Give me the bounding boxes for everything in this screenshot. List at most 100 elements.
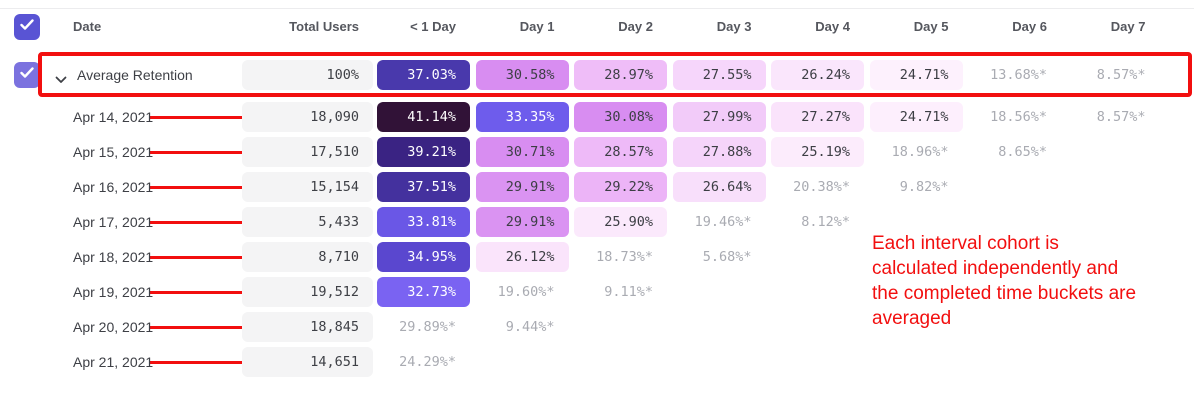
total-users-cell: 100% <box>242 60 373 90</box>
retention-cell: 19.60%* <box>497 284 555 300</box>
cohort-date: Apr 21, 2021 <box>73 354 154 370</box>
column-header-1-day: < 1 Day <box>410 19 456 34</box>
annotation-line: the completed time buckets are <box>872 283 1137 304</box>
table-header-row: Date Total Users < 1 Day Day 1 Day 2 Day 3 Day… <box>0 8 1194 46</box>
retention-cell: 19.46%* <box>694 214 752 230</box>
retention-cell: 5.68%* <box>702 249 752 265</box>
column-header-day-5: Day 5 <box>913 19 949 34</box>
annotation-line: averaged <box>872 308 952 329</box>
select-all-checkbox[interactable] <box>14 14 40 40</box>
retention-cell: 8.57%* <box>1096 67 1146 83</box>
retention-cell: 27.27% <box>771 102 864 132</box>
chevron-down-icon[interactable] <box>55 71 67 83</box>
retention-cell: 37.03% <box>377 60 470 90</box>
retention-cell: 41.14% <box>377 102 470 132</box>
annotation-arrow <box>150 357 258 366</box>
retention-cell: 27.99% <box>672 102 766 132</box>
average-retention-row: Average Retention 100% 37.03% 30.58% 28.97% 2… <box>0 60 1194 90</box>
retention-cell: 13.68%* <box>990 67 1047 83</box>
annotation-text: Each interval cohort is calculated indep… <box>872 231 1136 331</box>
retention-cell: 18.56%* <box>990 109 1047 125</box>
total-users-cell: 14,651 <box>242 347 373 377</box>
retention-cell: 37.51% <box>377 172 470 202</box>
cohort-row: Apr 17, 2021 5,433 33.81% 29.91% 25.90% 19.46… <box>0 207 1194 237</box>
column-header-day-7: Day 7 <box>1110 19 1146 34</box>
annotation-arrow <box>150 147 258 156</box>
retention-cell: 27.55% <box>672 60 766 90</box>
retention-cell: 30.58% <box>475 60 569 90</box>
cohort-date: Apr 17, 2021 <box>73 214 154 230</box>
top-divider <box>0 8 1194 9</box>
retention-cell: 26.64% <box>672 172 766 202</box>
total-users-cell: 8,710 <box>242 242 373 272</box>
annotation-arrow <box>150 322 258 331</box>
cohort-row: Apr 15, 2021 17,510 39.21% 30.71% 28.57% 27.8… <box>0 137 1194 167</box>
row-checkbox[interactable] <box>14 62 40 88</box>
retention-cell: 8.12%* <box>801 214 850 230</box>
retention-cell: 8.57%* <box>1096 109 1146 125</box>
column-header-day-3: Day 3 <box>716 19 752 34</box>
retention-cell: 29.89%* <box>399 319 456 335</box>
cohort-row: Apr 21, 2021 14,651 24.29%* <box>0 347 1194 377</box>
annotation-arrow <box>150 182 258 191</box>
retention-cell: 9.44%* <box>505 319 555 335</box>
cohort-row: Apr 14, 2021 18,090 41.14% 33.35% 30.08% 27.9… <box>0 102 1194 132</box>
column-header-day-6: Day 6 <box>1012 19 1047 34</box>
retention-cell: 33.35% <box>475 102 569 132</box>
average-retention-label: Average Retention <box>77 67 193 83</box>
retention-cell: 9.82%* <box>899 179 949 195</box>
cohort-row: Apr 16, 2021 15,154 37.51% 29.91% 29.22% 26.6… <box>0 172 1194 202</box>
retention-cell: 25.19% <box>771 137 864 167</box>
retention-cell: 29.22% <box>574 172 667 202</box>
retention-cell: 30.08% <box>574 102 667 132</box>
cohort-date: Apr 20, 2021 <box>73 319 154 335</box>
annotation-line: calculated independently and <box>872 258 1119 279</box>
retention-cell: 8.65%* <box>998 144 1047 160</box>
cohort-date: Apr 14, 2021 <box>73 109 154 125</box>
retention-cell: 25.90% <box>574 207 667 237</box>
retention-cell: 18.73%* <box>596 249 653 265</box>
annotation-arrow <box>150 217 258 226</box>
total-users-cell: 5,433 <box>242 207 373 237</box>
retention-cell: 33.81% <box>377 207 470 237</box>
retention-cell: 30.71% <box>475 137 569 167</box>
retention-cell: 28.97% <box>574 60 667 90</box>
retention-cell: 24.71% <box>869 60 963 90</box>
annotation-arrow <box>150 287 258 296</box>
annotation-line: Each interval cohort is <box>872 233 1059 254</box>
retention-cell: 26.24% <box>771 60 864 90</box>
retention-cell: 18.96%* <box>891 144 949 160</box>
retention-cell: 32.73% <box>377 277 470 307</box>
column-header-day-2: Day 2 <box>618 19 653 34</box>
retention-cell: 34.95% <box>377 242 470 272</box>
retention-cell: 29.91% <box>475 207 569 237</box>
cohort-date: Apr 16, 2021 <box>73 179 154 195</box>
column-header-date: Date <box>73 19 102 34</box>
cohort-row: Apr 20, 2021 18,845 29.89%* 9.44%* <box>0 312 1194 342</box>
checkmark-icon <box>20 66 34 84</box>
cohort-date: Apr 19, 2021 <box>73 284 154 300</box>
retention-cell: 26.12% <box>475 242 569 272</box>
annotation-arrow <box>150 112 258 121</box>
retention-cell: 27.88% <box>672 137 766 167</box>
retention-cell: 9.11%* <box>604 284 653 300</box>
cohort-date: Apr 15, 2021 <box>73 144 154 160</box>
annotation-arrow <box>150 252 258 261</box>
cohort-row: Apr 18, 2021 8,710 34.95% 26.12% 18.73%* 5.68… <box>0 242 1194 272</box>
retention-cell: 24.71% <box>869 102 963 132</box>
total-users-cell: 17,510 <box>242 137 373 167</box>
checkmark-icon <box>20 18 34 36</box>
column-header-day-1: Day 1 <box>519 19 555 34</box>
column-header-day-4: Day 4 <box>815 19 850 34</box>
total-users-cell: 18,090 <box>242 102 373 132</box>
retention-cell: 29.91% <box>475 172 569 202</box>
total-users-cell: 19,512 <box>242 277 373 307</box>
retention-cell: 20.38%* <box>793 179 850 195</box>
retention-cell: 39.21% <box>377 137 470 167</box>
total-users-cell: 15,154 <box>242 172 373 202</box>
column-header-total-users: Total Users <box>289 19 359 34</box>
retention-cell: 28.57% <box>574 137 667 167</box>
retention-cell: 24.29%* <box>399 354 456 370</box>
cohort-row: Apr 19, 2021 19,512 32.73% 19.60%* 9.11%* <box>0 277 1194 307</box>
